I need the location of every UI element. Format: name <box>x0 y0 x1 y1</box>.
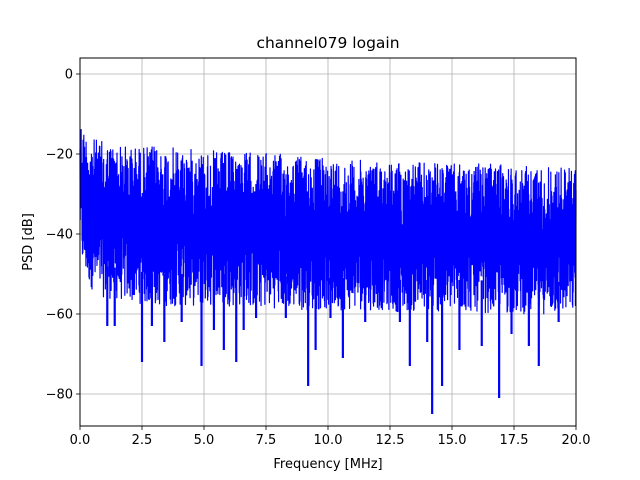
psd-trace <box>79 128 577 414</box>
psd-line <box>79 128 577 315</box>
y-ticks: 0 −20 −40 −60 −80 <box>46 68 80 403</box>
y-tick-label: 0 <box>65 68 73 83</box>
x-tick-label: 5.0 <box>194 433 215 448</box>
x-tick-label: 7.5 <box>256 433 277 448</box>
x-tick-label: 2.5 <box>132 433 153 448</box>
x-tick-label: 20.0 <box>562 433 591 448</box>
y-tick-label: −80 <box>46 388 73 403</box>
y-tick-label: −40 <box>46 228 73 243</box>
x-tick-label: 15.0 <box>438 433 467 448</box>
x-tick-label: 0.0 <box>70 433 91 448</box>
x-tick-label: 10.0 <box>314 433 343 448</box>
x-ticks: 0.0 2.5 5.0 7.5 10.0 12.5 15.0 17.5 20.0 <box>70 426 591 448</box>
x-axis-label: Frequency [MHz] <box>273 457 382 472</box>
y-axis-label: PSD [dB] <box>21 213 36 271</box>
x-tick-label: 17.5 <box>500 433 529 448</box>
chart-title: channel079 logain <box>256 34 399 52</box>
y-tick-label: −20 <box>46 148 73 163</box>
y-tick-label: −60 <box>46 308 73 323</box>
x-tick-label: 12.5 <box>376 433 405 448</box>
